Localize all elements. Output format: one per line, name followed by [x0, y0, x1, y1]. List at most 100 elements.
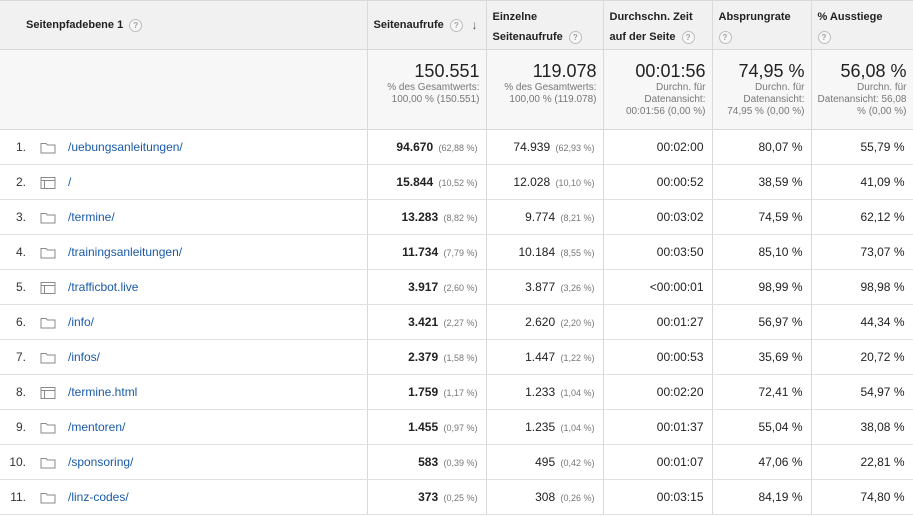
pageviews-percent: (0,39 %): [443, 458, 478, 468]
pageviews-cell: 13.283 (8,82 %): [367, 199, 487, 235]
unique-percent: (3,26 %): [560, 283, 595, 293]
totals-row: 150.551% des Gesamtwerts: 100,00 % (150.…: [0, 49, 913, 130]
pageviews-percent: (2,27 %): [443, 318, 478, 328]
unique-cell: 10.184 (8,55 %): [486, 234, 604, 270]
bounce-value: 47,06 %: [758, 455, 803, 469]
unique-cell: 308 (0,26 %): [486, 479, 604, 515]
bounce-value: 35,69 %: [758, 350, 803, 364]
page-path-link[interactable]: /linz-codes/: [68, 490, 129, 504]
row-index: 7.: [15, 350, 26, 364]
header-bounce-rate[interactable]: Absprungrate?: [712, 0, 812, 50]
table-row: 1./uebungsanleitungen/94.670 (62,88 %) 74…: [0, 129, 913, 165]
unique-value: 74.939: [513, 140, 551, 154]
exit-cell: 62,12 %: [811, 199, 913, 235]
pageviews-percent: (1,58 %): [443, 353, 478, 363]
pageviews-value: 3.917: [408, 280, 439, 294]
pageviews-value: 583: [418, 455, 439, 469]
avg-time-value: 00:03:02: [656, 210, 704, 224]
pageviews-cell: 583 (0,39 %): [367, 444, 487, 480]
avg-time-cell: 00:00:53: [603, 339, 713, 375]
total-exit-sub: Durchn. für Datenansicht: 56,08 % (0,00 …: [817, 82, 907, 117]
page-path-link[interactable]: /termine/: [68, 210, 115, 224]
page-path-link[interactable]: /info/: [68, 315, 95, 329]
unique-value: 9.774: [525, 210, 556, 224]
help-icon[interactable]: ?: [568, 30, 582, 44]
avg-time-value: 00:01:07: [656, 455, 704, 469]
header-dimension[interactable]: Seitenpfadebene 1?: [0, 0, 368, 50]
pageviews-value: 3.421: [408, 315, 439, 329]
header-unique-pageviews[interactable]: Einzelne Seitenaufrufe?: [486, 0, 604, 50]
exit-value: 41,09 %: [860, 175, 905, 189]
unique-cell: 1.235 (1,04 %): [486, 409, 604, 445]
bounce-cell: 38,59 %: [712, 164, 812, 200]
header-dimension-label: Seitenpfadebene 1: [26, 19, 124, 31]
header-pageviews-label: Seitenaufrufe: [373, 19, 444, 31]
page-path-link[interactable]: /mentoren/: [68, 420, 126, 434]
page-path-link[interactable]: /trainingsanleitungen/: [68, 245, 183, 259]
total-avg: 00:01:56 Durchn. für Datenansicht: 00:01:…: [603, 49, 713, 130]
page-icon: [40, 176, 56, 189]
help-icon[interactable]: ?: [449, 18, 463, 32]
pageviews-percent: (0,97 %): [443, 423, 478, 433]
table-row: 9./mentoren/1.455 (0,97 %) 1.235 (1,04 %)…: [0, 409, 913, 445]
avg-time-value: 00:03:50: [656, 245, 704, 259]
unique-percent: (8,21 %): [560, 213, 595, 223]
help-icon[interactable]: ?: [817, 30, 831, 44]
bounce-cell: 98,99 %: [712, 269, 812, 305]
pageviews-percent: (0,25 %): [443, 493, 478, 503]
unique-percent: (62,93 %): [555, 143, 595, 153]
bounce-cell: 47,06 %: [712, 444, 812, 480]
exit-cell: 98,98 %: [811, 269, 913, 305]
dimension-cell: 7. /infos/: [0, 339, 368, 375]
pageviews-value: 94.670: [396, 140, 434, 154]
avg-time-value: 00:02:20: [656, 385, 704, 399]
dimension-cell: 2. /: [0, 164, 368, 200]
pageviews-cell: 15.844 (10,52 %): [367, 164, 487, 200]
page-path-link[interactable]: /infos/: [68, 350, 101, 364]
unique-percent: (1,04 %): [560, 388, 595, 398]
exit-value: 54,97 %: [860, 385, 905, 399]
header-pageviews[interactable]: Seitenaufrufe? ↓: [367, 0, 487, 50]
page-path-link[interactable]: /uebungsanleitungen/: [68, 140, 183, 154]
exit-cell: 41,09 %: [811, 164, 913, 200]
help-icon[interactable]: ?: [129, 18, 143, 32]
exit-value: 73,07 %: [860, 245, 905, 259]
dimension-cell: 9. /mentoren/: [0, 409, 368, 445]
avg-time-cell: 00:03:15: [603, 479, 713, 515]
pageviews-percent: (10,52 %): [438, 178, 478, 188]
page-path-link[interactable]: /sponsoring/: [68, 455, 134, 469]
header-avg-time[interactable]: Durchschn. Zeit auf der Seite?: [603, 0, 713, 50]
row-index: 11.: [10, 490, 26, 504]
total-exit: 56,08 % Durchn. für Datenansicht: 56,08 %…: [811, 49, 913, 130]
header-exit-rate[interactable]: % Ausstiege?: [811, 0, 913, 50]
unique-value: 308: [535, 490, 556, 504]
header-avg-label-1: Durchschn. Zeit: [609, 11, 693, 23]
exit-cell: 44,34 %: [811, 304, 913, 340]
row-index: 5.: [15, 280, 26, 294]
dimension-cell: 11. /linz-codes/: [0, 479, 368, 515]
avg-time-cell: 00:01:07: [603, 444, 713, 480]
header-avg-label-2: auf der Seite: [609, 31, 676, 43]
bounce-value: 55,04 %: [758, 420, 803, 434]
bounce-value: 98,99 %: [758, 280, 803, 294]
row-index: 2.: [15, 175, 26, 189]
page-path-link[interactable]: /termine.html: [68, 385, 138, 399]
row-index: 4.: [15, 245, 26, 259]
exit-value: 74,80 %: [860, 490, 905, 504]
exit-value: 98,98 %: [860, 280, 905, 294]
exit-cell: 73,07 %: [811, 234, 913, 270]
unique-value: 2.620: [525, 315, 556, 329]
avg-time-value: 00:03:15: [656, 490, 704, 504]
exit-value: 22,81 %: [860, 455, 905, 469]
help-icon[interactable]: ?: [681, 30, 695, 44]
folder-icon: [40, 247, 56, 259]
help-icon[interactable]: ?: [718, 30, 732, 44]
page-path-link[interactable]: /: [68, 175, 72, 189]
sort-descending-icon[interactable]: ↓: [471, 18, 478, 32]
unique-cell: 495 (0,42 %): [486, 444, 604, 480]
total-avg-value: 00:01:56: [635, 61, 706, 81]
page-path-link[interactable]: /trafficbot.live: [68, 280, 139, 294]
dimension-cell: 8. /termine.html: [0, 374, 368, 410]
pageviews-percent: (1,17 %): [443, 388, 478, 398]
